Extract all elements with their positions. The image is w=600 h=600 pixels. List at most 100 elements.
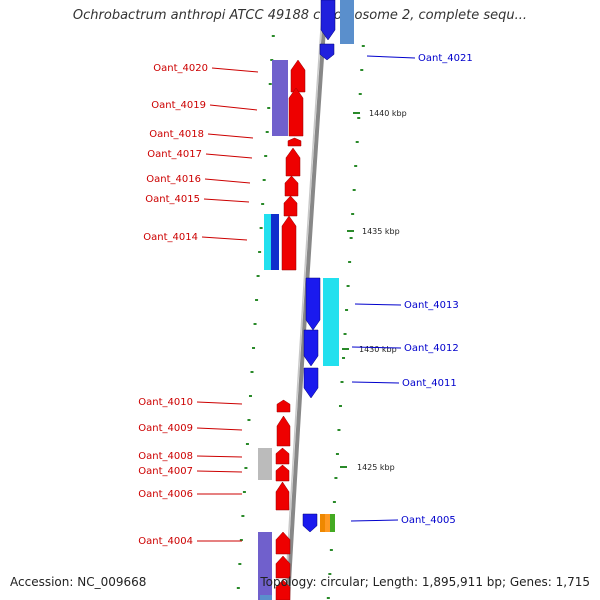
feature-shape[interactable] [260,595,272,600]
tick-mark-left [264,155,268,157]
oant-4017-label[interactable]: Oant_4017 [147,149,202,160]
feature-shape-oant-4004[interactable] [258,532,272,600]
gene-shape-oant-4004[interactable] [275,531,291,555]
tick-mark-right [351,213,355,215]
feature-shape-oant-4008[interactable] [258,448,272,480]
oant-4017-leader [205,153,253,159]
oant-4010-label[interactable]: Oant_4010 [138,397,193,408]
tick-mark-left [267,107,271,109]
tick-mark-right [355,141,359,143]
oant-4009-label[interactable]: Oant_4009 [138,423,193,434]
tick-mark-left [238,563,242,565]
tick-mark-right [340,381,344,383]
oant-4005-label[interactable]: Oant_4005 [401,515,456,526]
genome-summary-text: Topology: circular; Length: 1,895,911 bp… [260,575,590,589]
gene-shape-oant-4010[interactable] [276,399,291,413]
tick-mark-left [268,83,272,85]
tick-1425-mark [340,466,347,468]
feature-shape-oant-4014-b[interactable] [271,214,279,270]
oant-4012-label[interactable]: Oant_4012 [404,343,459,354]
tick-mark-left [248,395,252,397]
gene-shape-oant-4017[interactable] [285,147,301,177]
gene-shape-oant-4016[interactable] [284,175,299,197]
oant-4007-label[interactable]: Oant_4007 [138,466,193,477]
gene-shape-oant-4009[interactable] [276,415,291,447]
gene-shape-oant-4020[interactable] [290,59,306,93]
oant-4019-label[interactable]: Oant_4019 [151,100,206,111]
gene-shape-oant-4018[interactable] [287,137,302,147]
tick-1430-label: 1430 kbp [359,345,397,354]
oant-4015-leader [203,198,250,203]
oant-4018-leader [207,133,254,139]
gene-shape-oant-4014[interactable] [281,215,297,271]
chromosome-backbone-highlight [284,0,324,600]
tick-mark-left [258,251,262,253]
oant-4009-leader [196,427,243,431]
tick-mark-right [343,333,347,335]
tick-mark-left [265,131,269,133]
feature-shape-oant-4005-c[interactable] [330,514,335,532]
oant-4007-leader [196,470,243,473]
tick-mark-left [259,227,263,229]
oant-4015-label[interactable]: Oant_4015 [145,194,200,205]
gene-shape-oant-4007[interactable] [275,464,290,482]
accession-text: Accession: NC_009668 [10,575,147,589]
tick-mark-left [244,467,248,469]
oant-4014-label[interactable]: Oant_4014 [143,232,198,243]
gene-shape-oant-4006[interactable] [275,481,290,511]
gene-shape-oant-4021[interactable] [319,43,335,61]
oant-4008-leader [196,455,243,458]
oant-4020-label[interactable]: Oant_4020 [153,63,208,74]
oant-4013-label[interactable]: Oant_4013 [404,300,459,311]
oant-4020-leader [211,67,259,73]
oant-4004-label[interactable]: Oant_4004 [138,536,193,547]
oant-4016-leader [204,178,251,184]
tick-mark-left [255,299,259,301]
oant-4008-label[interactable]: Oant_4008 [138,451,193,462]
feature-shape-oant-4005-a[interactable] [320,514,325,532]
tick-mark-right [357,117,361,119]
gene-shape-oant-4008[interactable] [275,447,290,465]
tick-mark-right [334,477,338,479]
gene-shape-oant-4012[interactable] [303,329,319,367]
tick-mark-right [354,165,358,167]
gene-shape-oant-4019[interactable] [288,87,304,137]
oant-4011-label[interactable]: Oant_4011 [402,378,457,389]
tick-mark-right [342,357,346,359]
feature-shape-oant-4014-a[interactable] [264,214,272,270]
tick-mark-left [261,203,265,205]
tick-mark-right [348,261,352,263]
tick-mark-right [332,501,336,503]
tick-mark-right [326,597,330,599]
tick-1435-mark [347,230,354,232]
tick-mark-left [252,347,256,349]
tick-mark-left [256,275,260,277]
gene-shape-oant-4005[interactable] [302,513,318,533]
tick-mark-right [358,93,362,95]
oant-4016-label[interactable]: Oant_4016 [146,174,201,185]
tick-mark-left [245,443,249,445]
tick-1440-label: 1440 kbp [369,109,407,118]
feature-shape-oant-4020[interactable] [272,60,288,136]
oant-4018-label[interactable]: Oant_4018 [149,129,204,140]
gene-shape-oant-4011[interactable] [303,367,319,399]
tick-1440-mark [353,112,360,114]
feature-shape-oant-4013[interactable] [323,278,339,366]
gene-shape[interactable] [275,579,291,600]
oant-4006-label[interactable]: Oant_4006 [138,489,193,500]
tick-mark-left [236,587,240,589]
tick-mark-left [262,179,266,181]
tick-mark-right [360,69,364,71]
tick-mark-right [335,453,339,455]
feature-shape[interactable] [340,0,354,44]
gene-shape[interactable] [275,555,291,579]
tick-mark-right [328,573,332,575]
tick-mark-left [270,59,274,61]
gene-shape[interactable] [320,0,336,41]
gene-shape-oant-4013[interactable] [305,277,321,331]
oant-4021-label[interactable]: Oant_4021 [418,53,473,64]
oant-4019-leader [209,104,258,111]
feature-shape-oant-4005-b[interactable] [325,514,330,532]
gene-shape-oant-4015[interactable] [283,195,298,217]
